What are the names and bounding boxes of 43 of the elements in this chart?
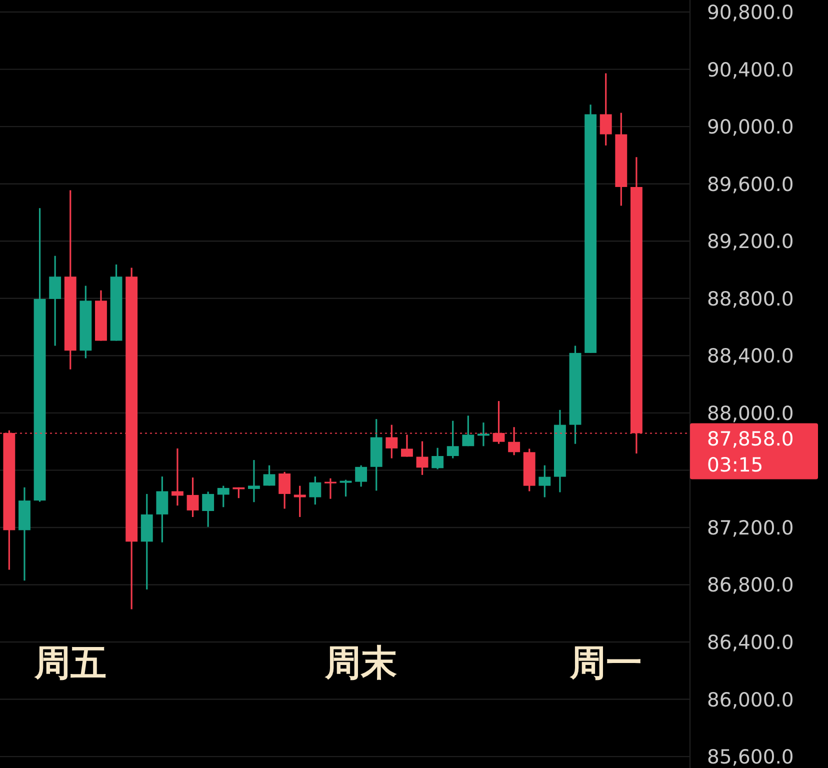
candlestick [386,424,398,460]
candlestick [217,485,230,508]
candlestick [248,459,260,503]
y-tick-label: 89,600.0 [707,172,794,196]
candlestick [186,476,199,518]
y-tick-label: 86,000.0 [707,688,794,712]
candlestick [400,434,413,458]
candlestick [508,426,520,456]
candlestick [340,478,352,498]
x-tick-label: 周末 [324,643,398,684]
price-tag: 87,858.0 03:15 [690,423,818,480]
y-tick-label: 86,800.0 [707,574,794,597]
y-tick-label: 90,800.0 [707,1,794,24]
y-tick-label: 88,000.0 [707,402,794,425]
x-tick-label: 周一 [568,643,642,684]
candlestick [263,464,276,486]
candlestick [446,420,459,460]
candlestick [462,414,474,447]
ref-line-label: 87,858.0 [707,427,794,450]
candlestick [538,464,551,498]
y-tick-label: 88,800.0 [707,287,794,310]
y-tick-label: 87,200.0 [707,516,794,540]
candlestick [600,72,612,146]
y-tick-label: 85,600.0 [707,746,794,768]
candlestick [324,478,336,500]
candlestick [477,422,490,447]
candlestick [309,476,322,506]
candlestick [49,255,62,347]
candlestick [294,485,306,518]
candlestick [492,400,505,445]
x-tick-label: 周五 [33,643,106,684]
y-tick-label: 90,000.0 [707,116,794,139]
y-tick-label: 86,400.0 [707,631,794,654]
candlestick [278,471,291,510]
candlestick [432,447,444,470]
y-tick-label: 88,400.0 [707,344,794,368]
y-tick-label: 89,200.0 [707,230,794,254]
candlestick [416,440,428,476]
candlestick [355,464,368,488]
candlestick [156,476,168,544]
candlestick [202,490,214,528]
candlestick [172,448,184,506]
y-tick-label: 90,400.0 [707,58,794,82]
